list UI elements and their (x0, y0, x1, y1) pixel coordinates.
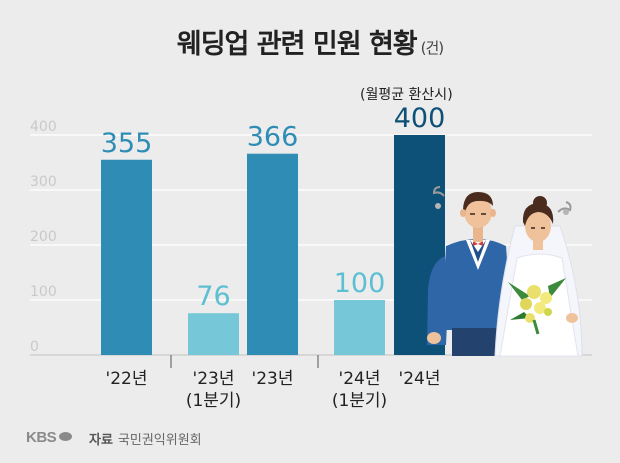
y-tick-label: 300 (30, 174, 57, 190)
chart-title-text: 웨딩업 관련 민원 현황 (176, 29, 418, 60)
source-label: 자료 (89, 433, 113, 448)
x-tick-label: '24년 (339, 369, 381, 389)
bars (101, 135, 445, 355)
bouquet-icon (508, 278, 566, 335)
x-tick-label: '22년 (106, 369, 148, 389)
data-labels: 355 76 366 100 400 (101, 103, 446, 312)
value-label: 400 (394, 103, 446, 134)
logo-mark-icon (59, 432, 73, 441)
chart-note: (월평균 환산시) (360, 87, 453, 103)
x-tick-labels: '22년 '23년(1분기)'23년 '24년(1분기)'24년 (106, 369, 441, 411)
x-tick-sublabel: (1분기) (186, 391, 241, 411)
bar (188, 313, 239, 355)
x-tick-label: '24년 (399, 369, 441, 389)
value-label: 100 (334, 268, 386, 299)
kbs-logo-text: KBS (26, 429, 57, 446)
value-label: 355 (101, 128, 153, 159)
x-tick-label: '23년 (193, 369, 235, 389)
y-tick-labels: 0 100 200 300 400 (30, 119, 57, 355)
y-tick-label: 400 (30, 119, 57, 135)
source-credit: 자료 국민권익위원회 (89, 429, 202, 448)
source-text: 국민권익위원회 (117, 433, 202, 448)
y-tick-label: 100 (30, 284, 57, 300)
y-tick-label: 0 (30, 339, 39, 355)
x-tick-label: '23년 (252, 369, 294, 389)
bar (101, 159, 152, 355)
value-label: 76 (196, 281, 230, 312)
groom-figure (427, 186, 512, 356)
chart-title: 웨딩업 관련 민원 현황 (건) (0, 22, 620, 61)
chart-unit: (건) (420, 39, 444, 57)
bar (334, 300, 385, 355)
bar (247, 153, 298, 355)
kbs-logo: KBS (26, 429, 73, 446)
value-label: 366 (247, 122, 299, 153)
y-tick-label: 200 (30, 229, 57, 245)
x-tick-sublabel: (1분기) (332, 391, 387, 411)
wedding-couple-illustration (427, 186, 583, 357)
